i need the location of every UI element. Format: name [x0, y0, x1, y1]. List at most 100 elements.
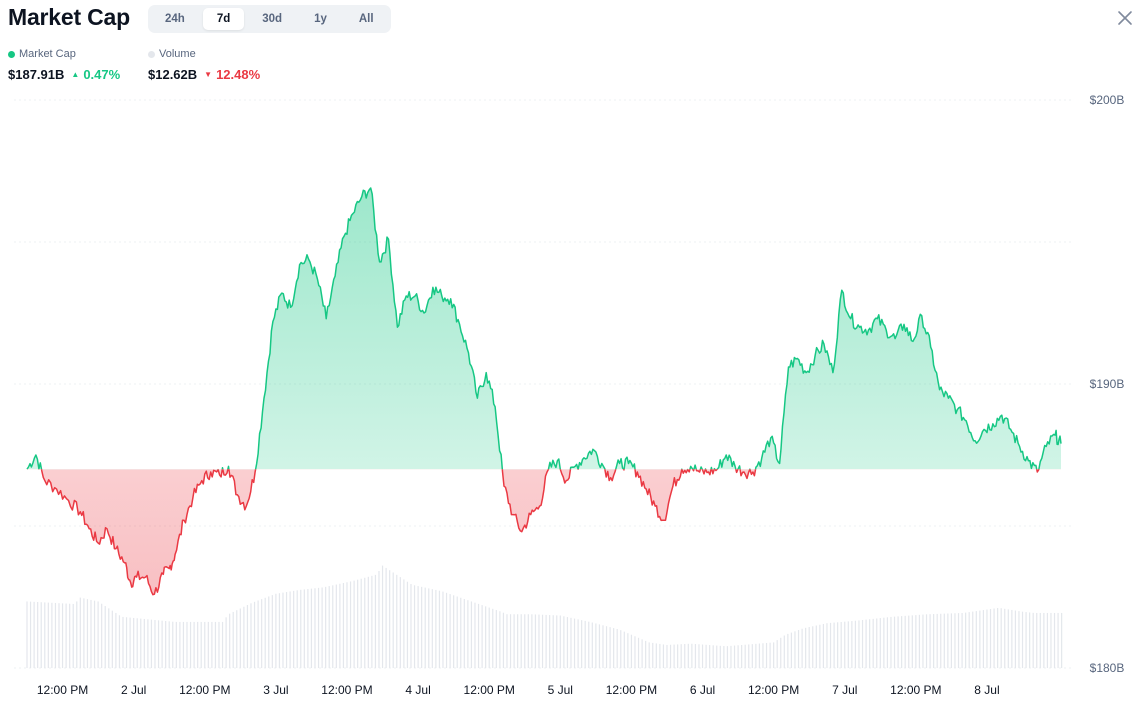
volume-bar [812, 626, 814, 668]
volume-bar [797, 630, 800, 668]
market-cap-value: $187.91B [8, 67, 65, 82]
volume-bar [495, 610, 497, 668]
volume-bar [431, 589, 433, 668]
volume-bar [801, 628, 803, 668]
tab-all[interactable]: All [358, 13, 374, 25]
volume-bar [549, 615, 551, 668]
volume-bar [769, 642, 771, 668]
volume-bar [556, 615, 558, 668]
volume-bar [826, 623, 828, 668]
volume-bar [513, 614, 515, 668]
volume-bar [886, 617, 889, 668]
x-tick-label: 3 Jul [263, 683, 288, 697]
volume-bar [559, 615, 561, 668]
legend-volume[interactable]: Volume $12.62B ▼ 12.48% [148, 48, 260, 82]
volume-bar [317, 587, 320, 668]
volume-bar [1025, 612, 1027, 668]
volume-bar [481, 605, 483, 668]
volume-bar [741, 644, 743, 668]
volume-bar [90, 599, 92, 668]
volume-bar [933, 614, 935, 668]
volume-bar [389, 570, 391, 668]
volume-bar [566, 617, 569, 668]
tab-30d[interactable]: 30d [262, 13, 283, 25]
volume-bar [787, 633, 789, 668]
volume-bar [584, 620, 586, 668]
volume-bar [509, 614, 512, 668]
volume-bar [968, 612, 970, 668]
volume-bar [40, 602, 42, 668]
volume-bar [381, 565, 384, 668]
volume-bar [360, 578, 362, 668]
volume-bar [936, 613, 938, 668]
volume-bar [314, 588, 316, 668]
x-tick-label: 7 Jul [832, 683, 857, 697]
volume-bar [335, 584, 337, 668]
volume-bar [129, 617, 131, 668]
volume-bar [303, 589, 305, 668]
volume-bar [186, 621, 188, 668]
volume-bar [1014, 610, 1017, 668]
volume-bar [61, 603, 64, 668]
volume-bar [403, 579, 405, 668]
volume-change: 12.48% [216, 67, 261, 82]
volume-bar [1046, 612, 1049, 668]
volume-bar [449, 594, 451, 668]
volume-bar [854, 620, 857, 668]
time-range-selector: 24h 7d 30d 1y All [148, 5, 391, 33]
volume-bar [445, 592, 448, 668]
volume-bar [328, 586, 330, 668]
volume-bar [918, 614, 921, 668]
volume-bar [1057, 612, 1059, 668]
volume-bar [275, 593, 277, 668]
volume-bar [349, 581, 352, 668]
volume-bar [133, 617, 135, 668]
area-below-baseline [41, 469, 1039, 595]
area-above-baseline [27, 188, 1061, 470]
volume-bar [29, 601, 32, 668]
volume-bar [1000, 608, 1002, 668]
volume-bar [229, 613, 231, 668]
volume-bar [833, 622, 835, 668]
tab-24h[interactable]: 24h [165, 13, 185, 25]
volume-bar [751, 644, 753, 668]
volume-bar [577, 619, 579, 668]
volume-bar [143, 618, 145, 668]
volume-bar [748, 644, 750, 668]
volume-bar [965, 612, 967, 668]
volume-bar [950, 613, 953, 668]
volume-bar [872, 618, 874, 668]
volume-bar [563, 616, 565, 668]
volume-bar [993, 608, 995, 668]
volume-bar [485, 606, 487, 668]
volume-bar [890, 616, 892, 668]
tab-1y[interactable]: 1y [314, 13, 327, 25]
volume-bar [33, 601, 35, 668]
legend-market-cap[interactable]: Market Cap $187.91B ▲ 0.47% [8, 48, 120, 82]
volume-bar [65, 603, 67, 668]
volume-bar [47, 602, 49, 668]
volume-bar [673, 644, 675, 668]
volume-bar [947, 613, 949, 668]
volume-bar [1021, 611, 1024, 668]
volume-bar [346, 582, 348, 668]
volume-bar [701, 644, 704, 668]
volume-bar [780, 637, 782, 668]
volume-bar [901, 616, 903, 668]
volume-bar [118, 615, 121, 668]
volume-bar [972, 611, 974, 668]
volume-bar [122, 616, 124, 668]
volume-bar [197, 621, 199, 668]
volume-bar [225, 617, 227, 668]
close-icon[interactable] [1116, 9, 1134, 27]
x-tick-label: 12:00 PM [606, 683, 657, 697]
volume-bar [125, 617, 128, 668]
volume-bar [808, 627, 810, 668]
volume-bar [364, 577, 366, 668]
volume-bar [758, 643, 761, 668]
volume-bar [413, 585, 416, 668]
tab-7d[interactable]: 7d [202, 8, 245, 30]
volume-bar [755, 643, 757, 668]
x-tick-label: 2 Jul [121, 683, 146, 697]
